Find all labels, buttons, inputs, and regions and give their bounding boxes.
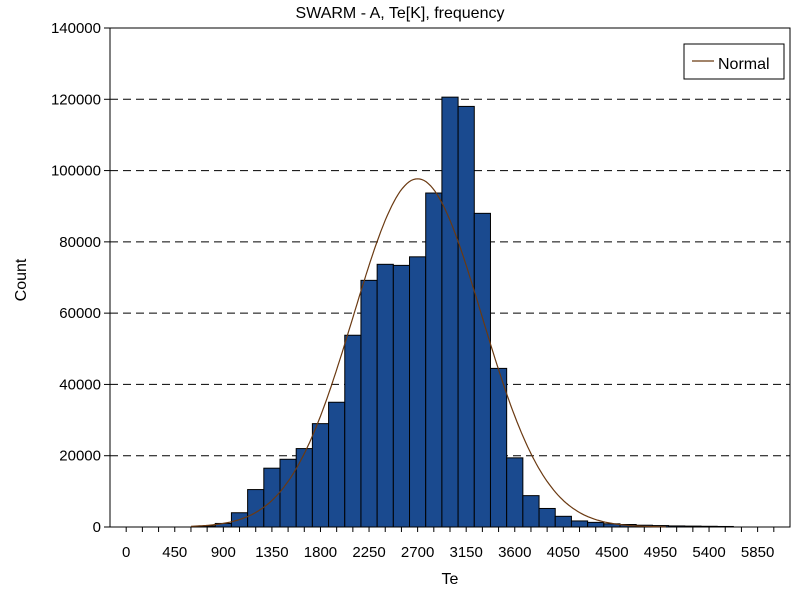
histogram-bar [668,525,686,528]
histogram-bar [279,458,297,528]
normal-curve [190,178,666,528]
y-tick-label: 20000 [59,448,101,465]
y-tick-label: 140000 [51,20,101,37]
histogram-bar [409,256,427,528]
y-tick-label: 80000 [59,234,101,251]
histogram-bar [700,525,718,528]
x-tick-label: 3150 [450,544,483,561]
histogram-bar [457,105,475,528]
y-tick-label: 60000 [59,305,101,322]
x-tick-label: 2700 [401,544,434,561]
histogram-bar [522,495,540,528]
chart-title: SWARM - A, Te[K], frequency [296,5,505,22]
histogram-bar [506,457,524,528]
histogram-bar [328,401,346,528]
x-tick-label: 1800 [304,544,337,561]
histogram-bar [489,367,508,528]
y-axis-label: Count [13,258,30,301]
histogram-bar [376,263,394,528]
y-tick-label: 40000 [59,376,101,393]
x-tick-label: 900 [211,544,236,561]
histogram-bar [570,520,589,528]
histogram-bar [441,96,459,528]
histogram-bar [360,279,378,528]
x-tick-label: 4500 [595,544,628,561]
x-tick-label: 4950 [644,544,677,561]
x-axis-ticks: 0 450 900 1350 1800 2250 2700 3150 3600 4050 4500 4… [122,527,775,561]
histogram-bar [344,334,362,528]
x-axis-label: Te [442,571,459,588]
x-tick-label: 0 [122,544,130,561]
histogram-bar [554,515,572,528]
x-tick-label: 2250 [352,544,385,561]
x-tick-label: 1350 [255,544,288,561]
x-tick-label: 3600 [498,544,531,561]
histogram-bar [473,212,491,528]
legend-label-normal: Normal [718,56,770,73]
histogram-bar [684,525,702,528]
y-tick-label: 120000 [51,91,101,108]
histogram-bar [295,448,313,528]
x-tick-label: 5850 [741,544,774,561]
histogram-bar [716,525,734,528]
x-tick-label: 4050 [547,544,580,561]
histogram-bar [311,423,330,528]
histogram-bar [263,467,281,528]
x-tick-label: 450 [162,544,187,561]
histogram-bar [538,507,556,528]
y-tick-label: 0 [93,519,101,536]
y-tick-label: 100000 [51,163,101,180]
legend: Normal [683,43,785,80]
histogram-bar [392,264,411,528]
x-tick-label: 5400 [692,544,725,561]
y-axis-ticks: 0 20000 40000 60000 80000 100000 120000 140000 [51,20,110,536]
histogram-bar [587,521,605,528]
histogram-bar [425,192,443,528]
